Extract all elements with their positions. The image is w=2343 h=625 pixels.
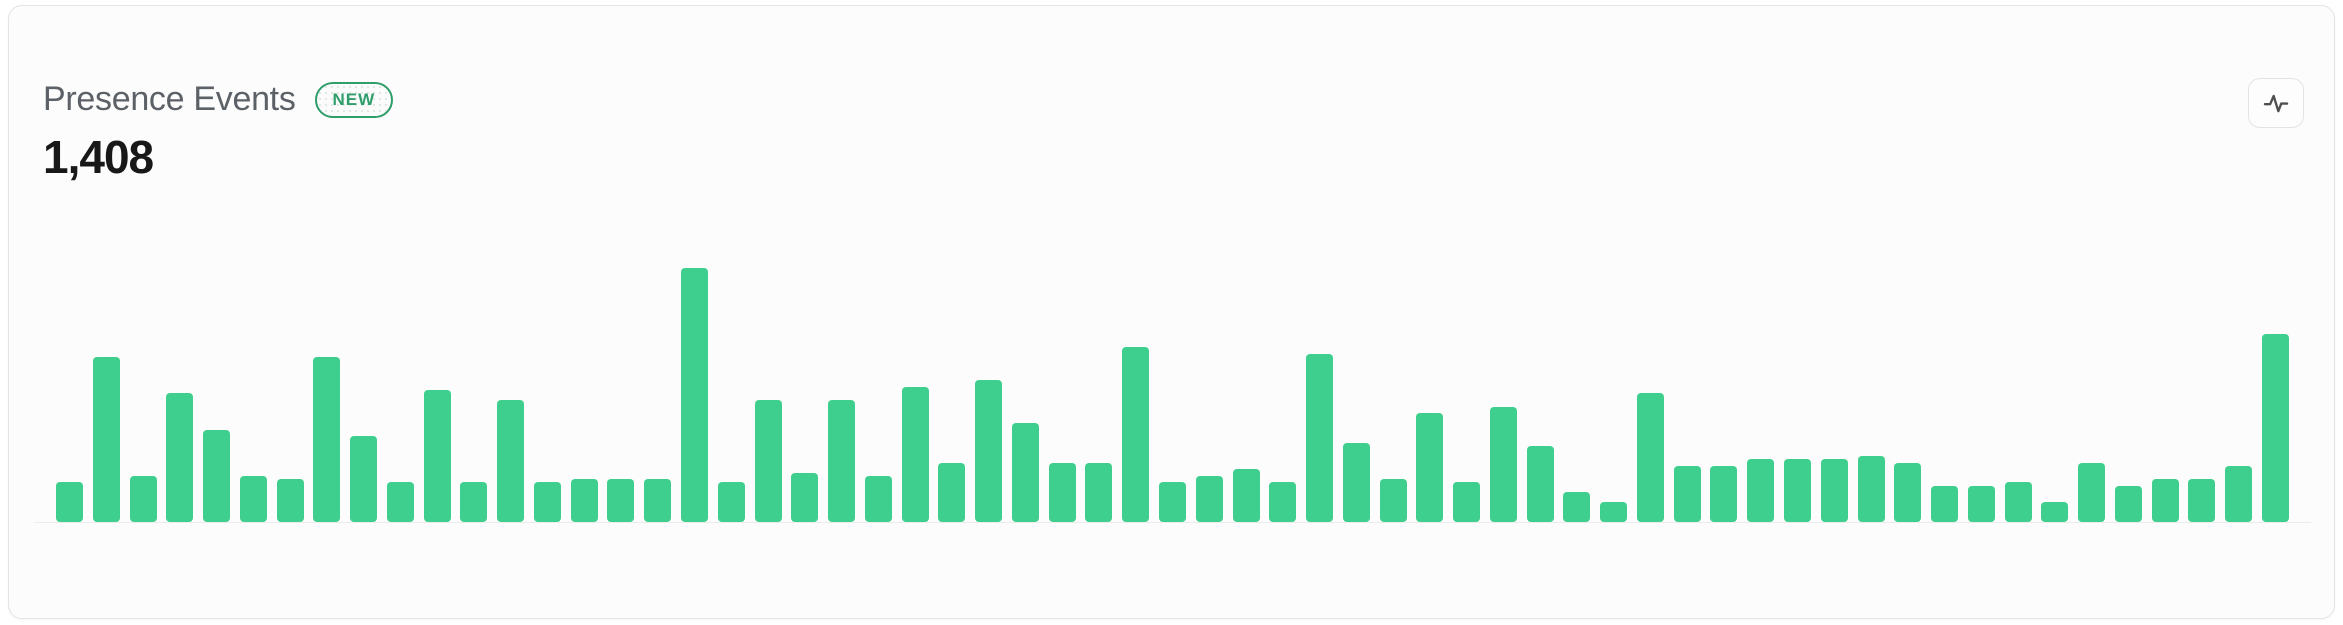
presence-events-bar-chart [34, 260, 2311, 523]
bar [239, 476, 267, 522]
bar [1342, 443, 1370, 522]
bar [1011, 423, 1039, 522]
card-header: Presence Events NEW [43, 80, 394, 119]
bar [1857, 456, 1885, 522]
bar [313, 357, 341, 522]
bar [497, 400, 525, 522]
bar [1489, 407, 1517, 522]
total-count: 1,408 [43, 131, 154, 183]
bar [1710, 466, 1738, 522]
bar [1232, 469, 1260, 522]
bar [1416, 413, 1444, 522]
bar [1894, 463, 1922, 522]
bar [533, 482, 561, 522]
bar [1967, 486, 1995, 522]
bar [1526, 446, 1554, 522]
bar [1379, 479, 1407, 522]
bar [2151, 479, 2179, 522]
chart-bars [56, 260, 2289, 522]
activity-icon [2263, 94, 2289, 113]
bar [644, 479, 672, 522]
bar [681, 268, 709, 522]
bar [1453, 482, 1481, 522]
bar [1783, 459, 1811, 522]
bar [570, 479, 598, 522]
bar [56, 482, 83, 522]
bar [423, 390, 451, 522]
bar [2114, 486, 2142, 522]
bar [1931, 486, 1959, 522]
bar [203, 430, 231, 522]
bar [828, 400, 856, 522]
bar [1195, 476, 1223, 522]
bar [864, 476, 892, 522]
bar [607, 479, 635, 522]
chart-style-button[interactable] [2248, 78, 2304, 128]
bar [386, 482, 414, 522]
bar [1306, 354, 1334, 522]
bar [1158, 482, 1186, 522]
bar [92, 357, 120, 522]
bar [276, 479, 304, 522]
bar [717, 482, 745, 522]
bar [1563, 492, 1591, 522]
bar [938, 463, 966, 522]
bar [1122, 347, 1150, 522]
bar [975, 380, 1003, 522]
chart-baseline [34, 522, 2311, 523]
bar [1820, 459, 1848, 522]
bar [2041, 502, 2069, 522]
bar [1269, 482, 1297, 522]
bar [2078, 463, 2106, 522]
new-badge: NEW [314, 81, 394, 118]
bar [1600, 502, 1628, 522]
bar [754, 400, 782, 522]
bar [2004, 482, 2032, 522]
bar [2188, 479, 2216, 522]
bar [350, 436, 378, 522]
bar [1636, 393, 1664, 522]
bar [166, 393, 194, 522]
bar [901, 387, 929, 522]
bar [1673, 466, 1701, 522]
bar [460, 482, 488, 522]
presence-events-card: Presence Events NEW 1,408 [8, 5, 2335, 619]
bar [129, 476, 157, 522]
card-title: Presence Events [43, 80, 296, 118]
bar [1048, 463, 1076, 522]
bar [1747, 459, 1775, 522]
bar [1085, 463, 1113, 522]
bar [2225, 466, 2253, 522]
bar [791, 473, 819, 522]
bar [2261, 334, 2289, 522]
